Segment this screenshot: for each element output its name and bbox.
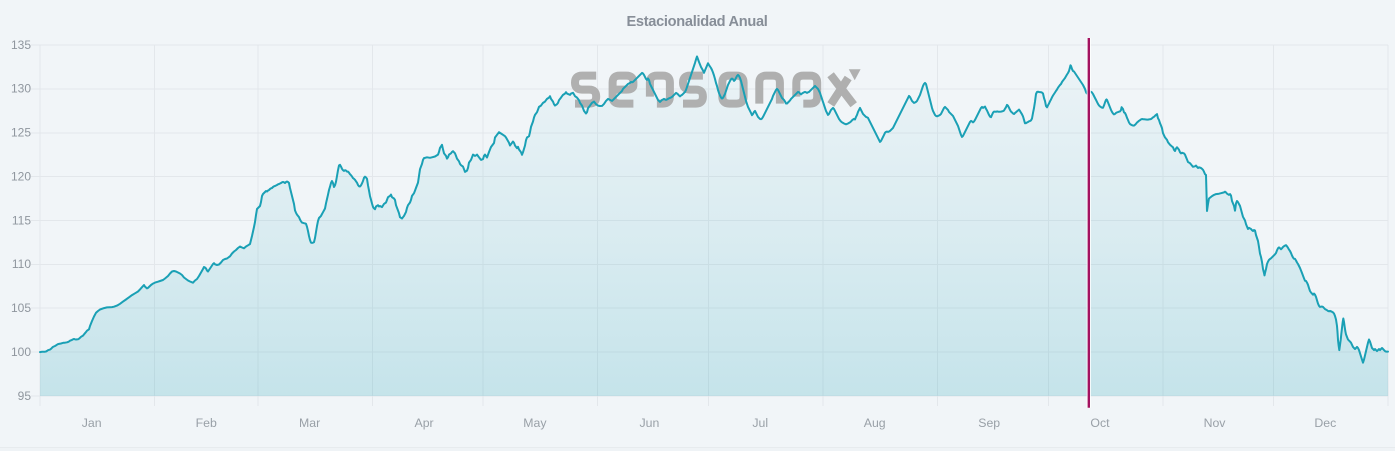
- svg-text:125: 125: [11, 126, 31, 140]
- svg-text:Jun: Jun: [639, 416, 659, 430]
- svg-text:100: 100: [11, 345, 31, 359]
- svg-text:Oct: Oct: [1090, 416, 1110, 430]
- svg-text:Mar: Mar: [299, 416, 320, 430]
- svg-text:Dec: Dec: [1314, 416, 1336, 430]
- svg-text:Sep: Sep: [978, 416, 1000, 430]
- svg-text:Feb: Feb: [196, 416, 217, 430]
- svg-text:95: 95: [18, 389, 32, 403]
- svg-text:Estacionalidad Anual: Estacionalidad Anual: [626, 14, 767, 30]
- svg-text:120: 120: [11, 169, 31, 183]
- svg-text:135: 135: [11, 38, 31, 52]
- svg-text:115: 115: [12, 213, 31, 227]
- svg-text:Jan: Jan: [82, 416, 102, 430]
- svg-text:Jul: Jul: [752, 416, 768, 430]
- svg-text:110: 110: [12, 257, 31, 271]
- svg-text:Aug: Aug: [864, 416, 886, 430]
- svg-text:Apr: Apr: [415, 416, 434, 430]
- svg-text:130: 130: [11, 82, 31, 96]
- svg-text:May: May: [523, 416, 547, 430]
- svg-text:105: 105: [11, 301, 31, 315]
- svg-text:Nov: Nov: [1204, 416, 1227, 430]
